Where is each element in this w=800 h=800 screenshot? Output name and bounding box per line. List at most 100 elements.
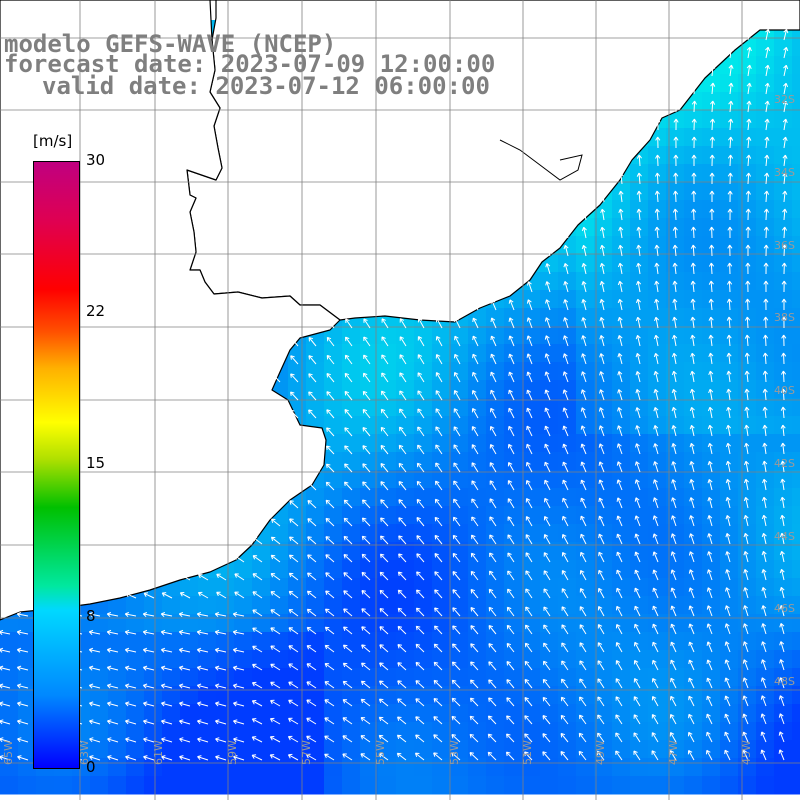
wind-arrow (652, 533, 659, 545)
wind-speed-cell (18, 668, 37, 687)
wind-arrow (779, 641, 785, 653)
wind-speed-cell (432, 686, 451, 705)
wind-speed-cell (648, 524, 667, 543)
wind-arrow (526, 407, 533, 419)
wind-speed-cell (504, 704, 523, 723)
wind-arrow (417, 426, 425, 437)
wind-arrow (690, 244, 696, 257)
wind-speed-cell (774, 38, 793, 57)
wind-arrow (490, 371, 497, 383)
wind-speed-cell (576, 272, 595, 291)
wind-speed-cell (576, 596, 595, 615)
wind-speed-cell (774, 254, 793, 273)
wind-speed-cell (306, 380, 325, 399)
wind-speed-cell (468, 380, 487, 399)
wind-arrow (452, 643, 461, 653)
latitude-label: 48S (774, 675, 795, 688)
wind-arrow (417, 336, 425, 347)
wind-speed-cell (720, 110, 739, 129)
wind-arrow (598, 569, 605, 581)
wind-speed-cell (504, 308, 523, 327)
wind-speed-cell (630, 236, 649, 255)
wind-speed-cell (522, 722, 541, 741)
wind-speed-cell (666, 290, 685, 309)
wind-arrow (761, 550, 767, 563)
wind-arrow (308, 337, 317, 347)
wind-arrow (579, 678, 587, 689)
wind-arrow (379, 553, 389, 563)
wind-speed-cell (270, 668, 289, 687)
wind-speed-cell (612, 470, 631, 489)
wind-arrow (344, 463, 353, 473)
wind-arrow (525, 570, 533, 581)
wind-arrow (669, 732, 677, 743)
longitude-label: 55W (374, 740, 387, 765)
wind-arrow (581, 299, 587, 311)
wind-speed-cell (702, 614, 721, 633)
wind-arrow (709, 172, 715, 185)
wind-speed-cell (540, 272, 559, 291)
wind-arrow (378, 753, 389, 761)
wind-arrow (124, 647, 137, 653)
wind-arrow (360, 698, 371, 707)
wind-arrow (88, 665, 101, 671)
wind-arrow (615, 696, 623, 707)
wind-arrow (288, 681, 299, 689)
wind-speed-cell (90, 668, 109, 687)
wind-speed-cell (792, 686, 800, 705)
wind-arrow (727, 226, 733, 239)
wind-arrow (615, 732, 623, 743)
wind-arrow (652, 641, 659, 653)
wind-arrow (525, 624, 533, 635)
wind-arrow (269, 736, 281, 743)
wind-speed-cell (558, 722, 577, 741)
wind-speed-cell (594, 722, 613, 741)
wind-arrow (597, 696, 605, 707)
wind-speed-cell (576, 326, 595, 345)
wind-arrow (761, 587, 767, 599)
wind-arrow (326, 318, 335, 329)
wind-arrow (688, 623, 695, 635)
wind-speed-cell (594, 614, 613, 633)
wind-speed-cell (792, 542, 800, 561)
wind-arrow (489, 498, 497, 509)
wind-arrow (690, 280, 696, 293)
wind-speed-cell (342, 452, 361, 471)
wind-arrow (469, 697, 479, 707)
wind-arrow (398, 499, 407, 509)
wind-arrow (706, 749, 713, 761)
wind-speed-cell (198, 704, 217, 723)
wind-arrow (161, 755, 173, 761)
wind-speed-cell (594, 776, 613, 795)
wind-speed-cell (90, 704, 109, 723)
wind-speed-cell (216, 668, 235, 687)
wind-arrow (761, 605, 767, 617)
wind-arrow (543, 642, 551, 653)
wind-speed-cell (180, 668, 199, 687)
wind-speed-cell (558, 506, 577, 525)
wind-arrow (508, 371, 515, 383)
wind-arrow (436, 317, 443, 329)
wind-arrow (688, 659, 695, 671)
wind-speed-cell (414, 470, 433, 489)
wind-speed-cell (288, 776, 307, 795)
wind-speed-cell (648, 722, 667, 741)
wind-arrow (435, 372, 443, 383)
wind-speed-cell (198, 740, 217, 759)
wind-arrow (0, 737, 11, 743)
wind-arrow (633, 714, 641, 725)
wind-arrow (345, 336, 353, 347)
wind-speed-cell (720, 740, 739, 759)
wind-speed-cell (576, 254, 595, 273)
wind-speed-cell (252, 704, 271, 723)
wind-arrow (179, 719, 191, 725)
wind-speed-cell (180, 632, 199, 651)
wind-arrow (726, 298, 732, 311)
wind-arrow (727, 190, 733, 203)
wind-speed-cell (252, 776, 271, 795)
wind-arrow (179, 573, 191, 581)
wind-arrow (452, 552, 461, 563)
wind-speed-cell (270, 596, 289, 615)
wind-speed-cell (630, 398, 649, 417)
wind-arrow (563, 317, 569, 329)
